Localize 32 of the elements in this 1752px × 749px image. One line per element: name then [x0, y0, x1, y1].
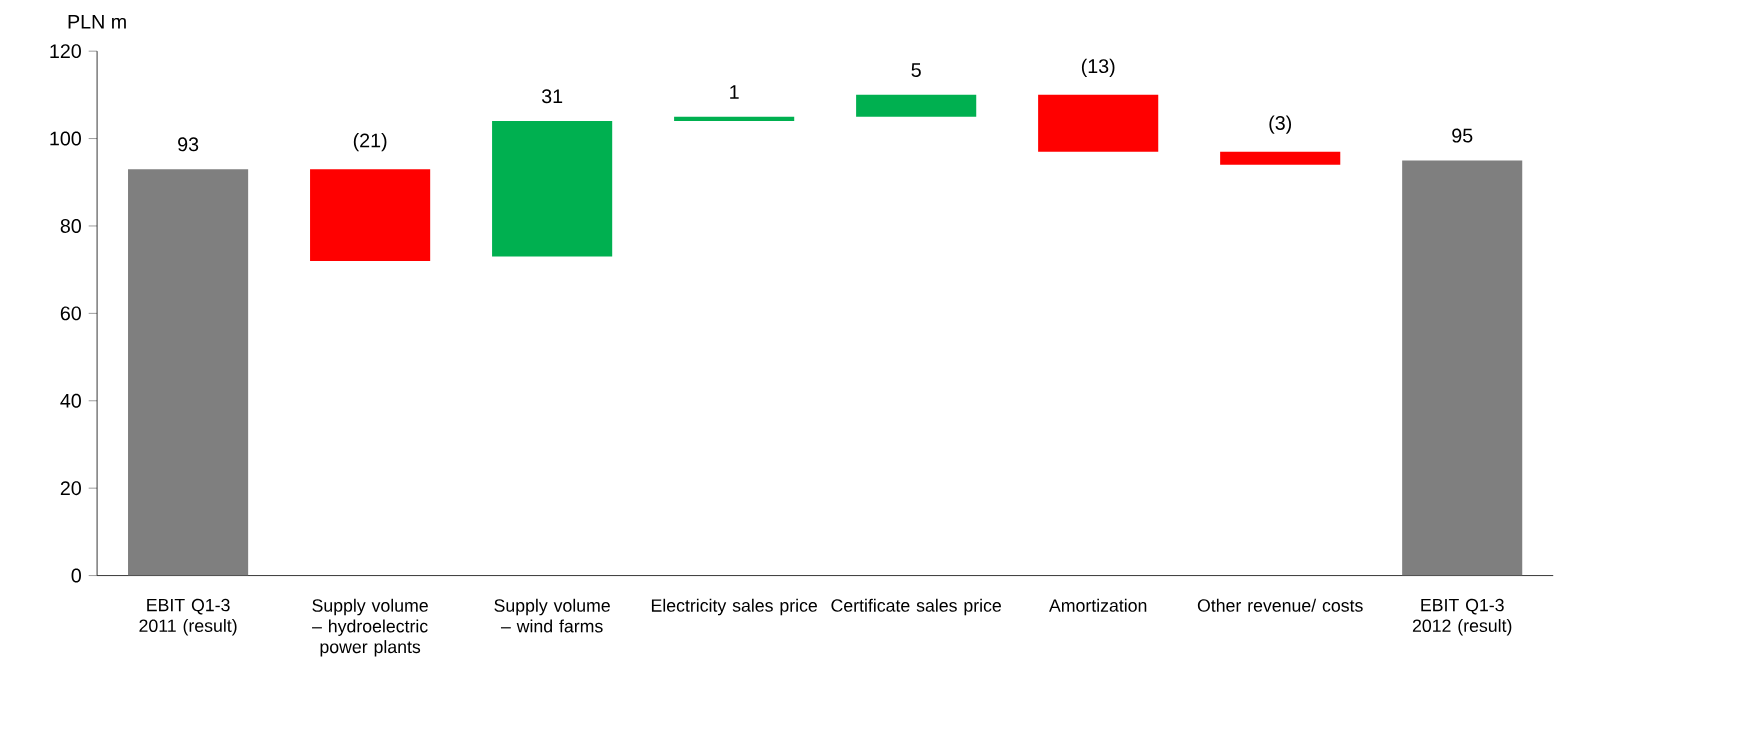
- x-tick-label: EBIT Q1-3 2011 (result): [139, 598, 237, 636]
- bar: [674, 116, 795, 122]
- data-label: 93: [178, 137, 199, 152]
- x-tick-label: EBIT Q1-3 2012 (result): [1412, 598, 1512, 636]
- y-tick-label: 80: [60, 219, 81, 234]
- data-label: 5: [911, 63, 921, 78]
- x-tick-label: Electricity sales price: [651, 598, 817, 616]
- y-tick-label: 40: [60, 393, 81, 408]
- y-tick-label: 20: [60, 481, 81, 496]
- y-tick-label: 60: [60, 306, 81, 321]
- bar: [310, 169, 431, 262]
- y-axis-title: PLN m: [68, 15, 126, 29]
- bar: [128, 169, 249, 576]
- bar: [492, 121, 613, 257]
- y-tick-label: 100: [50, 131, 81, 146]
- data-label: 31: [541, 89, 563, 104]
- data-label: (13): [1081, 58, 1115, 78]
- data-label: (21): [353, 133, 387, 152]
- x-tick-label: Supply volume – hydroelectric power plants: [312, 598, 428, 657]
- data-label: 1: [730, 85, 739, 99]
- x-tick-label: Supply volume – wind farms: [494, 598, 610, 633]
- bar: [856, 94, 977, 117]
- x-tick-label: Other revenue/ costs: [1197, 598, 1363, 612]
- data-label: (3): [1269, 115, 1292, 134]
- data-label: 95: [1452, 128, 1473, 143]
- y-tick-label: 0: [71, 568, 81, 583]
- bar: [1220, 151, 1341, 165]
- x-tick-label: Amortization: [1049, 598, 1147, 612]
- bar: [1038, 94, 1159, 152]
- bar: [1402, 160, 1523, 576]
- y-tick-label: 120: [50, 44, 81, 59]
- x-tick-label: Certificate sales price: [831, 598, 1001, 616]
